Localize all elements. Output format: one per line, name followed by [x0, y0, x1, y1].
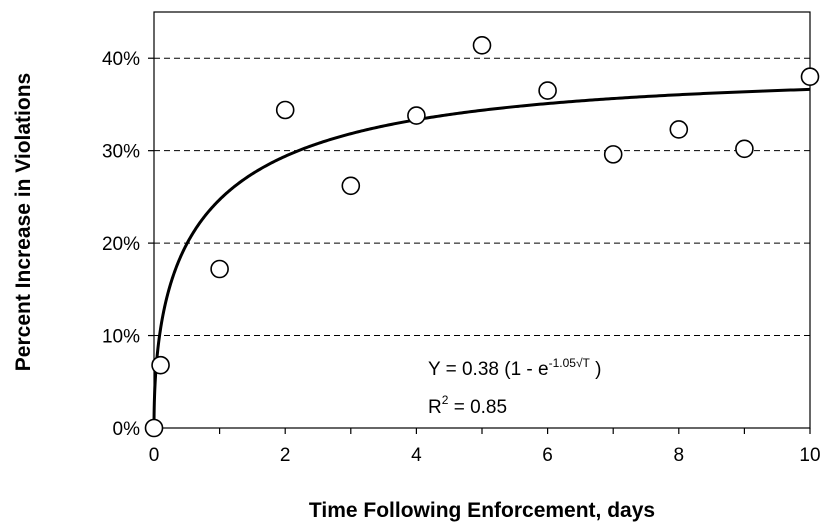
axis-ticks: 0% 10% 20% 30% 40% 0 2 4 6 8 10	[102, 49, 821, 466]
r-squared-annotation: R2 = 0.85	[428, 393, 507, 418]
y-axis-title: Percent Increase in Violations	[12, 73, 35, 371]
x-tick-label: 6	[542, 445, 553, 466]
y-tick-label: 0%	[113, 419, 141, 440]
x-axis-title: Time Following Enforcement, days	[309, 499, 655, 522]
data-point	[210, 259, 229, 279]
grid-lines	[154, 57, 810, 337]
data-points	[144, 35, 820, 438]
equation-annotation: Y = 0.38 (1 - e-1.05√T )	[428, 356, 601, 380]
fitted-curve	[152, 87, 811, 428]
fitted-curve-layer	[152, 87, 811, 428]
data-point	[407, 106, 426, 125]
x-tick-label: 10	[799, 445, 820, 466]
x-tick-label: 0	[149, 445, 160, 466]
y-tick-label: 40%	[102, 49, 140, 70]
data-point	[472, 35, 492, 55]
x-tick-label: 4	[411, 445, 422, 466]
x-tick-label: 2	[280, 445, 291, 466]
data-point	[603, 145, 623, 164]
data-point	[538, 81, 557, 100]
y-tick-label: 30%	[102, 142, 140, 163]
data-point	[800, 67, 820, 87]
data-point	[151, 355, 170, 375]
data-point	[341, 176, 361, 196]
data-point	[669, 120, 689, 139]
data-point	[144, 418, 164, 438]
data-point	[275, 100, 295, 120]
data-point	[735, 139, 754, 159]
y-tick-label: 20%	[102, 234, 140, 255]
x-tick-label: 8	[674, 445, 685, 466]
y-tick-label: 10%	[102, 327, 140, 348]
